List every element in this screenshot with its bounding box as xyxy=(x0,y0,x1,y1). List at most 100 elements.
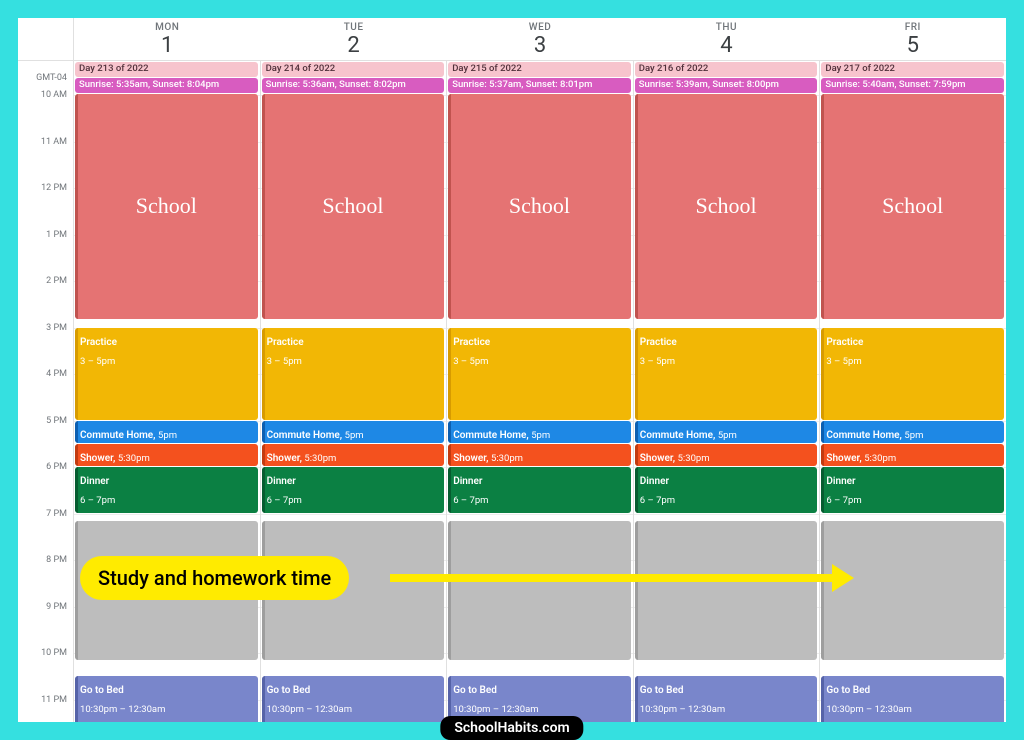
calendar-event[interactable] xyxy=(635,521,818,660)
event-time: 5:30pm xyxy=(491,453,523,464)
allday-dayofyear[interactable]: Day 217 of 2022 xyxy=(821,62,1004,77)
allday-sunrise-sunset[interactable]: Sunrise: 5:40am, Sunset: 7:59pm xyxy=(821,78,1004,93)
calendar-event[interactable]: Shower, 5:30pm xyxy=(635,444,818,466)
event-time: 6 – 7pm xyxy=(453,495,488,506)
event-time: 6 – 7pm xyxy=(640,495,675,506)
header-gutter xyxy=(18,18,74,60)
calendar-event[interactable]: School xyxy=(448,94,631,319)
hour-label: 9 PM xyxy=(46,602,67,612)
event-title: Go to Bed xyxy=(267,685,311,696)
allday-sunrise-sunset[interactable]: Sunrise: 5:36am, Sunset: 8:02pm xyxy=(262,78,445,93)
calendar-event[interactable]: Dinner 6 – 7pm xyxy=(821,467,1004,513)
day-header[interactable]: THU4 xyxy=(633,18,819,60)
event-title: Commute Home, xyxy=(267,430,345,441)
calendar-event[interactable]: Practice 3 – 5pm xyxy=(635,328,818,420)
event-time: 5:30pm xyxy=(864,453,896,464)
event-title: Practice xyxy=(80,337,117,348)
allday-dayofyear[interactable]: Day 215 of 2022 xyxy=(448,62,631,77)
event-time: 3 – 5pm xyxy=(826,356,861,367)
event-time: 5pm xyxy=(345,430,364,441)
event-time: 3 – 5pm xyxy=(80,356,115,367)
weekday-label: THU xyxy=(633,22,819,33)
event-time: 10:30pm – 12:30am xyxy=(80,704,165,715)
calendar-event[interactable]: School xyxy=(635,94,818,319)
hour-label: 10 AM xyxy=(41,90,67,100)
calendar-event[interactable]: Practice 3 – 5pm xyxy=(821,328,1004,420)
calendar-body: GMT-04 10 AM11 AM12 PM1 PM2 PM3 PM4 PM5 … xyxy=(18,61,1006,722)
calendar-event[interactable]: Shower, 5:30pm xyxy=(821,444,1004,466)
day-header[interactable]: TUE2 xyxy=(260,18,446,60)
calendar-grid[interactable]: Day 213 of 2022Sunrise: 5:35am, Sunset: … xyxy=(74,61,1006,722)
allday-dayofyear[interactable]: Day 214 of 2022 xyxy=(262,62,445,77)
allday-sunrise-sunset[interactable]: Sunrise: 5:35am, Sunset: 8:04pm xyxy=(75,78,258,93)
event-time: 3 – 5pm xyxy=(640,356,675,367)
day-column[interactable]: Day 215 of 2022Sunrise: 5:37am, Sunset: … xyxy=(447,61,634,722)
timezone-label: GMT-04 xyxy=(36,73,67,83)
calendar-event[interactable]: Shower, 5:30pm xyxy=(75,444,258,466)
event-title: Shower, xyxy=(640,453,678,464)
calendar-event[interactable]: Commute Home, 5pm xyxy=(75,421,258,443)
calendar-event[interactable]: School xyxy=(821,94,1004,319)
hour-label: 2 PM xyxy=(46,276,67,286)
calendar-event[interactable]: Go to Bed 10:30pm – 12:30am xyxy=(75,676,258,722)
event-title: Commute Home, xyxy=(826,430,904,441)
day-column[interactable]: Day 216 of 2022Sunrise: 5:39am, Sunset: … xyxy=(634,61,821,722)
hour-label: 11 PM xyxy=(41,695,67,705)
source-badge: SchoolHabits.com xyxy=(440,716,583,740)
event-time: 3 – 5pm xyxy=(267,356,302,367)
day-number: 2 xyxy=(260,33,446,58)
allday-sunrise-sunset[interactable]: Sunrise: 5:37am, Sunset: 8:01pm xyxy=(448,78,631,93)
event-title: School xyxy=(509,193,570,219)
hour-label: 11 AM xyxy=(41,137,67,147)
allday-sunrise-sunset[interactable]: Sunrise: 5:39am, Sunset: 8:00pm xyxy=(635,78,818,93)
calendar-event[interactable]: Practice 3 – 5pm xyxy=(262,328,445,420)
event-time: 10:30pm – 12:30am xyxy=(267,704,352,715)
calendar-event[interactable]: Commute Home, 5pm xyxy=(448,421,631,443)
event-title: Shower, xyxy=(453,453,491,464)
allday-dayofyear[interactable]: Day 216 of 2022 xyxy=(635,62,818,77)
calendar-event[interactable] xyxy=(448,521,631,660)
calendar-event[interactable]: Dinner 6 – 7pm xyxy=(448,467,631,513)
calendar-event[interactable]: Go to Bed 10:30pm – 12:30am xyxy=(821,676,1004,722)
calendar-event[interactable]: School xyxy=(75,94,258,319)
calendar-event[interactable]: Go to Bed 10:30pm – 12:30am xyxy=(635,676,818,722)
day-header[interactable]: MON1 xyxy=(74,18,260,60)
weekday-label: WED xyxy=(447,22,633,33)
day-column[interactable]: Day 213 of 2022Sunrise: 5:35am, Sunset: … xyxy=(74,61,261,722)
event-title: Shower, xyxy=(80,453,118,464)
event-time: 5:30pm xyxy=(304,453,336,464)
event-title: Practice xyxy=(640,337,677,348)
calendar-event[interactable]: Commute Home, 5pm xyxy=(635,421,818,443)
calendar-event[interactable]: Shower, 5:30pm xyxy=(262,444,445,466)
day-column[interactable]: Day 214 of 2022Sunrise: 5:36am, Sunset: … xyxy=(261,61,448,722)
hour-label: 7 PM xyxy=(46,509,67,519)
callout-text: Study and homework time xyxy=(98,566,331,590)
event-title: Dinner xyxy=(826,476,855,487)
allday-dayofyear[interactable]: Day 213 of 2022 xyxy=(75,62,258,77)
calendar-event[interactable]: Dinner 6 – 7pm xyxy=(75,467,258,513)
calendar-event[interactable]: Shower, 5:30pm xyxy=(448,444,631,466)
hour-label: 10 PM xyxy=(41,648,67,658)
calendar-event[interactable]: School xyxy=(262,94,445,319)
event-title: Commute Home, xyxy=(453,430,531,441)
event-time: 10:30pm – 12:30am xyxy=(453,704,538,715)
calendar-event[interactable]: Practice 3 – 5pm xyxy=(448,328,631,420)
day-header[interactable]: FRI5 xyxy=(820,18,1006,60)
calendar-event[interactable]: Go to Bed 10:30pm – 12:30am xyxy=(262,676,445,722)
event-time: 5:30pm xyxy=(118,453,150,464)
day-column[interactable]: Day 217 of 2022Sunrise: 5:40am, Sunset: … xyxy=(820,61,1006,722)
hour-label: 12 PM xyxy=(41,183,67,193)
calendar-event[interactable]: Practice 3 – 5pm xyxy=(75,328,258,420)
calendar-event[interactable]: Commute Home, 5pm xyxy=(262,421,445,443)
calendar-event[interactable]: Commute Home, 5pm xyxy=(821,421,1004,443)
calendar-event[interactable]: Dinner 6 – 7pm xyxy=(262,467,445,513)
event-title: Go to Bed xyxy=(80,685,124,696)
event-title: School xyxy=(696,193,757,219)
day-number: 1 xyxy=(74,33,260,58)
event-time: 3 – 5pm xyxy=(453,356,488,367)
weekday-label: FRI xyxy=(820,22,1006,33)
event-time: 10:30pm – 12:30am xyxy=(640,704,725,715)
day-header[interactable]: WED3 xyxy=(447,18,633,60)
hour-label: 6 PM xyxy=(46,462,67,472)
calendar-event[interactable]: Dinner 6 – 7pm xyxy=(635,467,818,513)
